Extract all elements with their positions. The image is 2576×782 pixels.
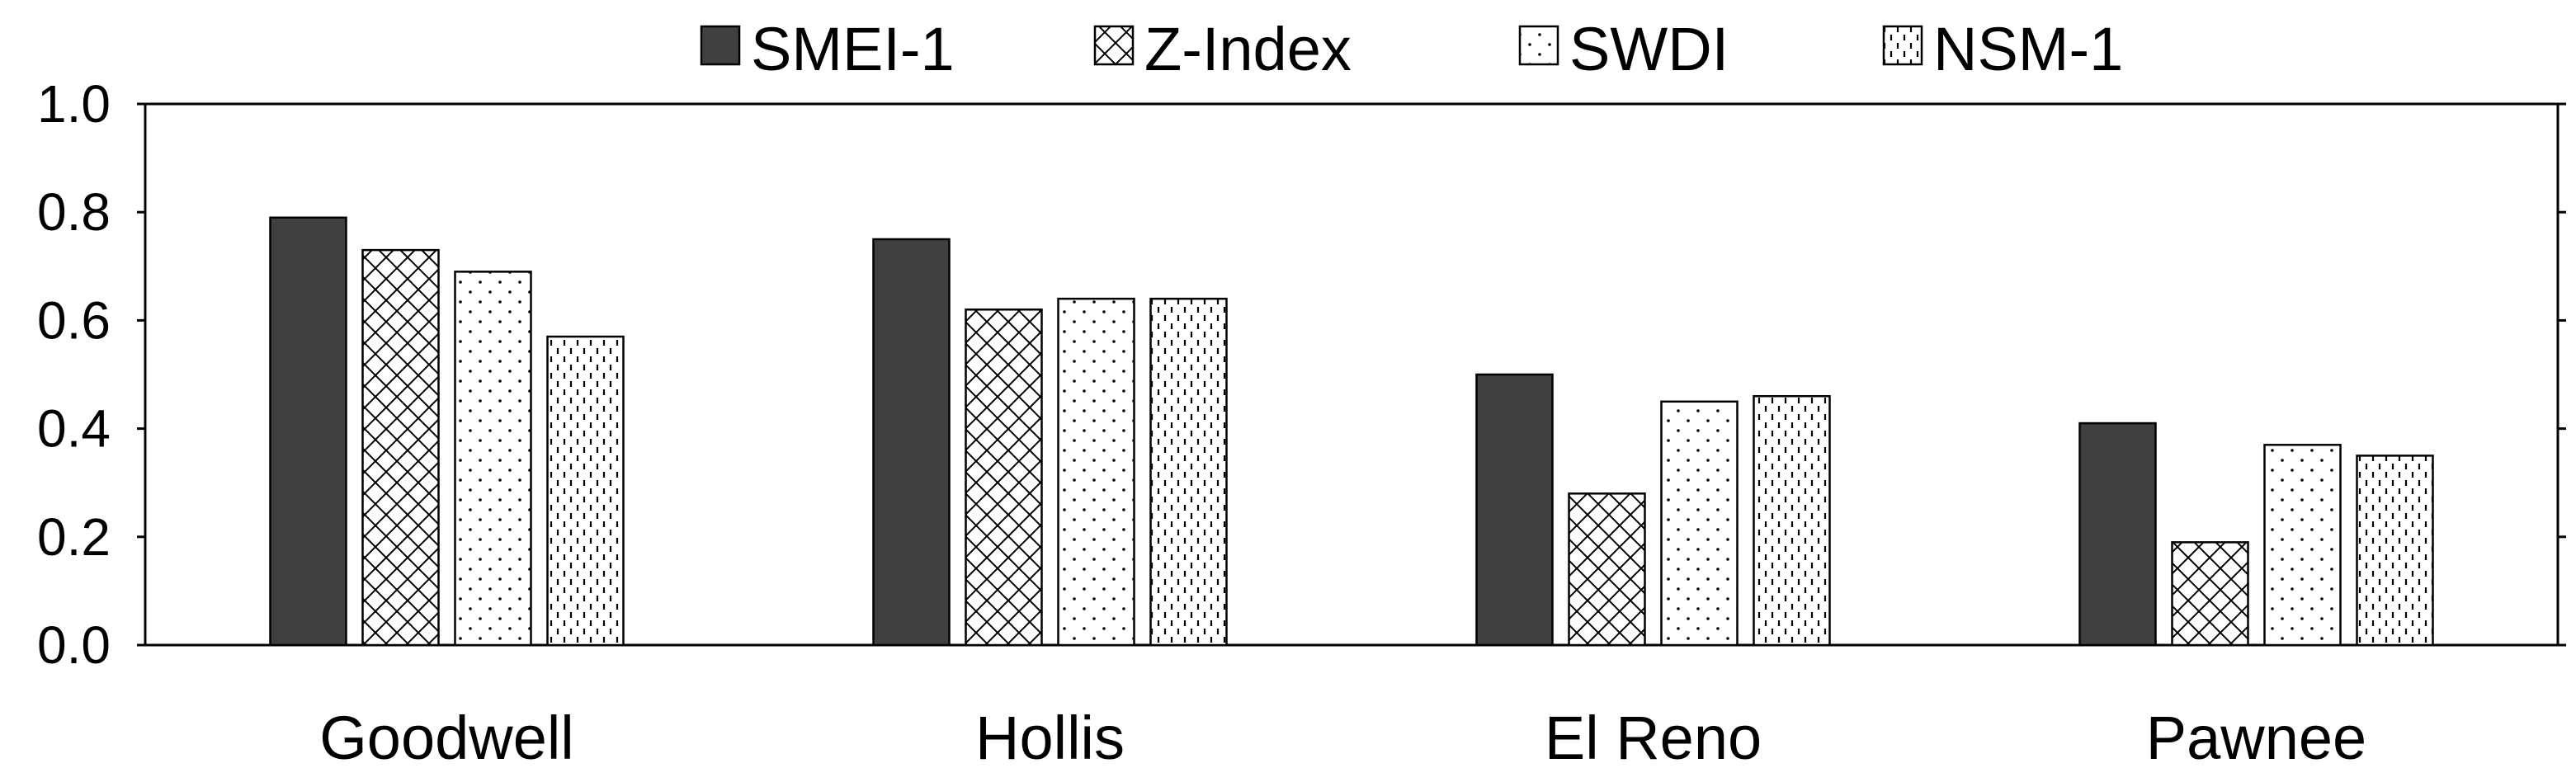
bar-z-index-hollis (965, 309, 1043, 647)
legend-label: NSM-1 (1933, 15, 2123, 83)
x-category-label: El Reno (1545, 704, 1762, 772)
bar-smei-1-el-reno (1475, 373, 1554, 647)
bar-smei-1-pawnee (2078, 422, 2157, 647)
bar-nsm-1-goodwell (546, 335, 625, 647)
bar-nsm-1-pawnee (2356, 455, 2434, 647)
y-tick-label: 0.4 (37, 399, 111, 459)
legend-label: SMEI-1 (751, 15, 955, 83)
bar-swdi-el-reno (1660, 400, 1739, 647)
legend-swatch-swdi (1518, 25, 1559, 66)
legend-swatch-nsm-1 (1882, 25, 1923, 66)
bar-z-index-goodwell (361, 248, 440, 647)
plot-area (144, 102, 2559, 647)
x-category-label: Pawnee (2146, 704, 2366, 772)
legend-label: SWDI (1569, 15, 1729, 83)
bar-nsm-1-hollis (1149, 297, 1228, 647)
x-category-label: Goodwell (319, 704, 574, 772)
bar-smei-1-goodwell (269, 216, 347, 647)
bar-smei-1-hollis (872, 238, 951, 647)
bar-z-index-el-reno (1568, 492, 1646, 647)
bar-nsm-1-el-reno (1753, 394, 1831, 647)
bar-swdi-goodwell (454, 271, 532, 647)
legend-label: Z-Index (1144, 15, 1352, 83)
bars (269, 216, 2434, 647)
plot-frame (144, 102, 2559, 647)
x-axis: Goodwell Hollis El Reno Pawnee (319, 704, 2366, 772)
bar-z-index-pawnee (2171, 541, 2249, 647)
legend: SMEI-1 Z-Index SWDI NSM-1 (700, 15, 2123, 83)
y-tick-label: 0.2 (37, 507, 111, 567)
bar-swdi-hollis (1057, 297, 1135, 647)
y-tick-label: 1.0 (37, 74, 111, 134)
legend-swatch-smei-1 (700, 25, 741, 66)
y-tick-label: 0.8 (37, 182, 111, 242)
x-category-label: Hollis (975, 704, 1125, 772)
bar-swdi-pawnee (2263, 444, 2342, 647)
y-axis: 0.0 0.2 0.4 0.6 0.8 1.0 (37, 74, 2566, 675)
y-tick-label: 0.0 (37, 615, 111, 675)
legend-swatch-z-index (1093, 25, 1135, 66)
y-tick-label: 0.6 (37, 290, 111, 350)
